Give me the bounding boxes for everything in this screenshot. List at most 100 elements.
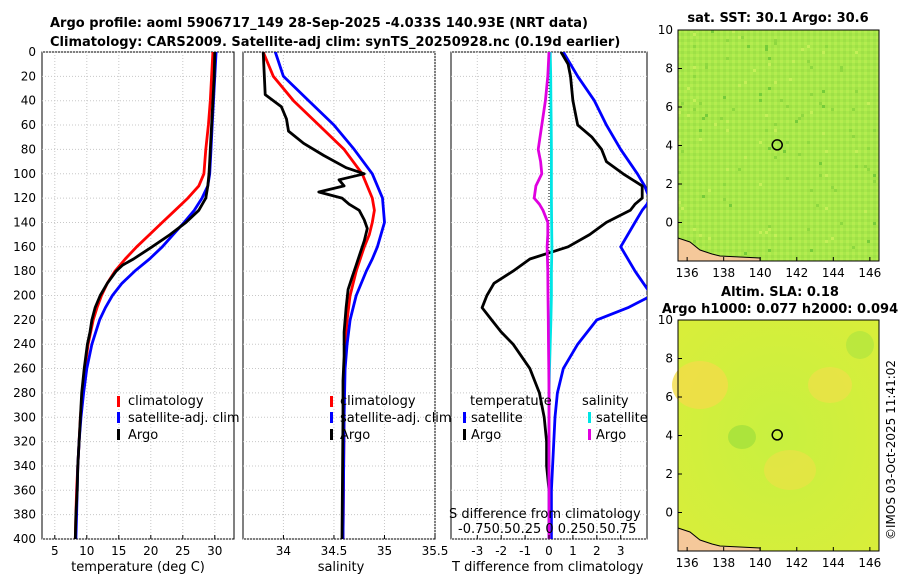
title-line-1: Argo profile: aoml 5906717_149 28-Sep-20… — [50, 16, 588, 31]
sst-cell — [768, 228, 771, 231]
x-tick-label: 34.5 — [321, 544, 348, 558]
x-tick-label: 142 — [785, 266, 808, 280]
imos-timestamp: ©IMOS 03-Oct-2025 11:41:02 — [884, 360, 898, 540]
sst-cell — [822, 90, 825, 93]
sst-cell — [774, 42, 777, 45]
sst-cell — [729, 204, 732, 207]
sst-cell — [825, 174, 828, 177]
sst-cell — [768, 147, 771, 150]
legend-climatology-swatch — [117, 396, 120, 407]
x-tick-label: 25 — [175, 544, 190, 558]
sst-cell — [834, 189, 837, 192]
legend-argo: Argo — [128, 428, 158, 443]
legend-s-satellite: satellite — [596, 411, 648, 426]
sst-cell — [855, 90, 858, 93]
y-tick-label: 6 — [665, 390, 673, 404]
y-tick-label: 8 — [665, 352, 673, 366]
sst-cell — [699, 138, 702, 141]
sst-cell — [822, 105, 825, 108]
y-tick-label: 120 — [13, 191, 36, 205]
sst-cell — [768, 63, 771, 66]
sst-cell — [873, 129, 876, 132]
sst-cell — [807, 60, 810, 63]
y-tick-label: 10 — [658, 313, 673, 327]
sst-cell — [768, 225, 771, 228]
legend-t-satellite-swatch — [463, 412, 466, 423]
sst-cell — [786, 177, 789, 180]
x-tick-label: 3 — [617, 544, 625, 558]
sst-cell — [687, 87, 690, 90]
y-tick-label: 0 — [28, 45, 36, 59]
sla-map-panel: Altim. SLA: 0.18 Argo h1000: 0.077 h2000… — [658, 285, 898, 570]
sst-cell — [780, 99, 783, 102]
difference-panel: -3 -2 -1 0 1 2 3 S difference from climatology… — [449, 51, 648, 575]
y-tick-label: 180 — [13, 264, 36, 278]
sst-cell — [822, 132, 825, 135]
y-tick-label: 0 — [665, 216, 673, 230]
sst-cell — [702, 195, 705, 198]
sst-cell — [720, 117, 723, 120]
y-tick-label: 10 — [658, 23, 673, 37]
sst-cell — [738, 84, 741, 87]
sst-cell — [744, 252, 747, 255]
sst-map-title: sat. SST: 30.1 Argo: 30.6 — [687, 11, 868, 26]
legend-satellite-swatch — [330, 412, 333, 423]
sst-cell — [693, 99, 696, 102]
sst-cell — [792, 60, 795, 63]
temperature-xlabel: temperature (deg C) — [71, 560, 205, 575]
y-tick-label: 4 — [665, 139, 673, 153]
legend-argo-swatch — [330, 429, 333, 440]
legend-s-satellite-swatch — [588, 412, 591, 423]
sst-cell — [819, 174, 822, 177]
sst-cell — [723, 96, 726, 99]
sst-cell — [840, 69, 843, 72]
legend-satellite: satellite-adj. clim — [128, 411, 240, 426]
sst-cell — [726, 57, 729, 60]
sst-cell — [678, 141, 681, 144]
sst-cell — [693, 240, 696, 243]
sst-cell — [678, 201, 681, 204]
sst-cell — [744, 156, 747, 159]
sst-cell — [693, 66, 696, 69]
x-tick-label: 140 — [749, 556, 772, 570]
sst-cell — [705, 114, 708, 117]
sst-cell — [699, 102, 702, 105]
series-line — [73, 52, 217, 539]
sst-cell — [774, 81, 777, 84]
sst-cell — [714, 123, 717, 126]
y-tick-label: 2 — [665, 177, 673, 191]
sst-cell — [873, 180, 876, 183]
sst-cell — [759, 93, 762, 96]
sst-cell — [687, 114, 690, 117]
sst-cell — [822, 51, 825, 54]
sst-cell — [810, 189, 813, 192]
legend-salinity-title: salinity — [582, 394, 629, 409]
legend-argo: Argo — [340, 428, 370, 443]
sst-cell — [816, 204, 819, 207]
salinity-legend: climatology satellite-adj. clim Argo — [330, 394, 452, 443]
sst-cell — [864, 165, 867, 168]
sst-cell — [819, 162, 822, 165]
x-tick-label: 136 — [676, 266, 699, 280]
sst-cell — [852, 108, 855, 111]
x-tick-label: 138 — [712, 266, 735, 280]
y-tick-label: 360 — [13, 483, 36, 497]
sst-cell — [783, 150, 786, 153]
x-tick-label: 15 — [111, 544, 126, 558]
sla-map-subtitle: Argo h1000: 0.077 h2000: 0.094 — [662, 302, 898, 317]
sst-cell — [693, 228, 696, 231]
sst-cell — [738, 168, 741, 171]
sst-cell — [693, 33, 696, 36]
legend-satellite-swatch — [117, 412, 120, 423]
sst-cell — [831, 186, 834, 189]
y-tick-label: 100 — [13, 167, 36, 181]
sst-cell — [702, 117, 705, 120]
y-tick-label: 340 — [13, 459, 36, 473]
sst-cell — [759, 183, 762, 186]
y-tick-label: 320 — [13, 435, 36, 449]
sst-cell — [810, 249, 813, 252]
sst-cell — [789, 78, 792, 81]
x-tick-label: 136 — [676, 556, 699, 570]
legend-temperature-title: temperature — [470, 394, 552, 409]
